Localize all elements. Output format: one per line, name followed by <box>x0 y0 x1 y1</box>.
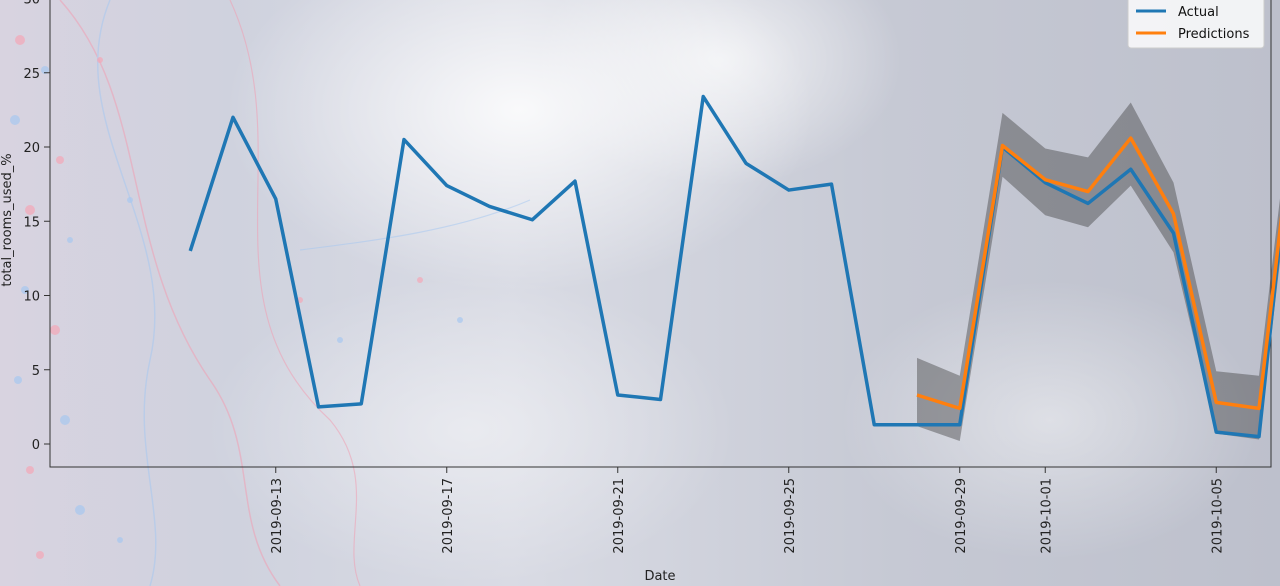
legend-label-actual: Actual <box>1178 5 1219 20</box>
actual-series-line <box>188 94 1280 439</box>
decorative-lines-overlay <box>59 0 531 586</box>
confidence-band-layer <box>917 102 1280 442</box>
x-tick-label: 2019-10-05 <box>1210 478 1225 554</box>
y-tick-label: 30 <box>23 0 40 8</box>
x-tick-label: 2019-09-29 <box>954 478 969 554</box>
y-axis: 0 5 10 15 20 25 30 <box>23 0 50 453</box>
x-tick-label: 2019-09-17 <box>441 478 456 554</box>
x-tick-label: 2019-09-13 <box>270 478 285 554</box>
y-tick-label: 25 <box>23 67 40 82</box>
y-tick-label: 5 <box>32 364 40 379</box>
x-tick-label: 2019-10-01 <box>1039 478 1054 554</box>
x-tick-label: 2019-09-25 <box>783 478 798 554</box>
legend: Actual Predictions <box>1127 0 1265 49</box>
y-tick-label: 15 <box>23 215 40 230</box>
series-layer <box>188 94 1280 439</box>
y-axis-title: total_rooms_used_% <box>0 153 15 286</box>
x-tick-label: 2019-09-21 <box>612 478 627 554</box>
predictions-series-line <box>916 136 1280 411</box>
decorative-dots-overlay <box>10 35 463 559</box>
predictions-confidence-band <box>917 102 1280 442</box>
y-tick-label: 10 <box>23 290 40 305</box>
x-axis-title: Date <box>644 569 675 584</box>
y-tick-label: 20 <box>23 141 40 156</box>
x-axis: 2019-09-13 2019-09-17 2019-09-21 2019-09-25… <box>270 467 1225 554</box>
legend-label-predictions: Predictions <box>1178 27 1250 42</box>
plot-area-frame <box>49 0 1272 468</box>
y-tick-label: 0 <box>32 438 40 453</box>
